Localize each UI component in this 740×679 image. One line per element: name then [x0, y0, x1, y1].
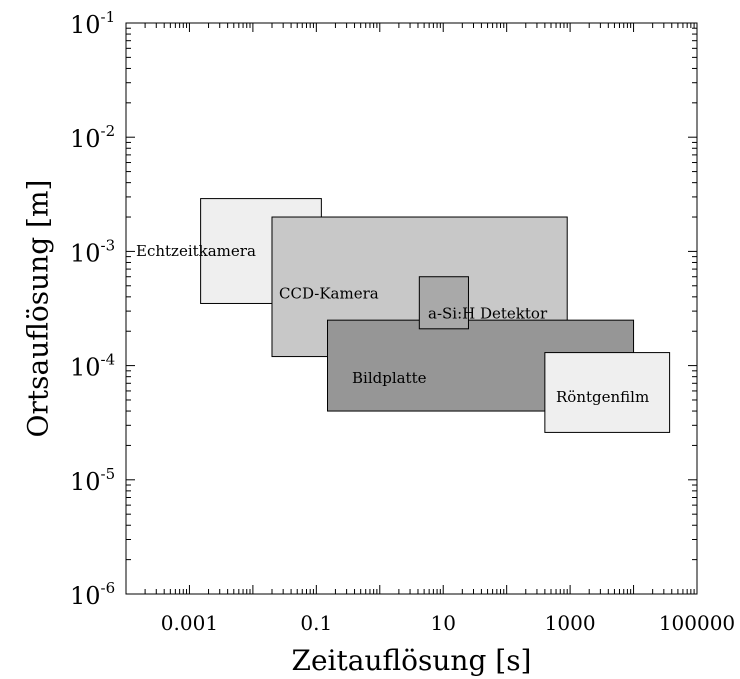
x-tick-label: 0.001	[161, 611, 218, 635]
x-axis-title: Zeitauflösung [s]	[292, 644, 532, 677]
regions-layer: Echtzeitkamera CCD-Kamera Bildplatte a-Si:H…	[136, 198, 671, 433]
y-tick-label: 10-4	[70, 351, 115, 382]
region-a-si-h-detektor	[418, 276, 469, 330]
region-label: Röntgenfilm	[556, 388, 649, 406]
region-label: Echtzeitkamera	[136, 242, 256, 260]
region-label: CCD-Kamera	[279, 284, 379, 302]
y-tick-label: 10-3	[70, 236, 115, 267]
x-tick-label: 100000	[659, 611, 735, 635]
region-r-ntgenfilm	[544, 352, 671, 433]
x-tick-label: 10	[430, 611, 455, 635]
x-tick-label: 1000	[545, 611, 596, 635]
y-tick-label: 10-1	[70, 8, 115, 39]
ticks-layer	[125, 23, 698, 595]
plot-frame	[125, 22, 698, 595]
region-label: Bildplatte	[352, 369, 427, 387]
y-tick-label: 10-5	[70, 465, 115, 496]
region-label: a-Si:H Detektor	[428, 305, 548, 323]
tick-labels-layer: 0.001 0.1 10 1000 100000 10-6 10-5 10-4 10-3 10-2…	[70, 8, 735, 635]
x-tick-label: 0.1	[300, 611, 332, 635]
y-tick-label: 10-2	[70, 122, 115, 153]
y-axis-title: Ortsauflösung [m]	[22, 180, 55, 438]
y-tick-label: 10-6	[70, 579, 115, 610]
